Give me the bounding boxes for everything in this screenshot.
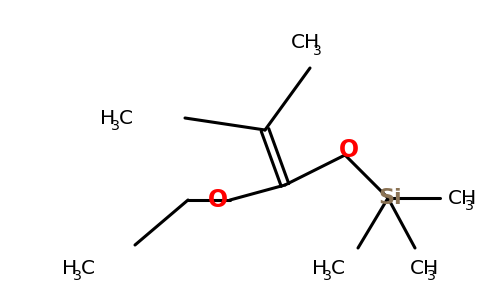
Text: C: C	[331, 259, 345, 278]
Text: 3: 3	[427, 269, 436, 283]
Text: H: H	[100, 109, 115, 128]
Text: H: H	[312, 259, 327, 278]
Text: 3: 3	[111, 119, 120, 133]
Text: CH: CH	[410, 259, 439, 278]
Text: 3: 3	[313, 44, 322, 58]
Text: Si: Si	[378, 188, 402, 208]
Text: 3: 3	[323, 269, 332, 283]
Text: CH: CH	[290, 32, 319, 52]
Text: O: O	[208, 188, 228, 212]
Text: CH: CH	[448, 188, 477, 208]
Text: H: H	[62, 259, 77, 278]
Text: C: C	[119, 109, 133, 128]
Text: 3: 3	[465, 199, 474, 213]
Text: 3: 3	[73, 269, 82, 283]
Text: C: C	[81, 259, 95, 278]
Text: O: O	[339, 138, 359, 162]
